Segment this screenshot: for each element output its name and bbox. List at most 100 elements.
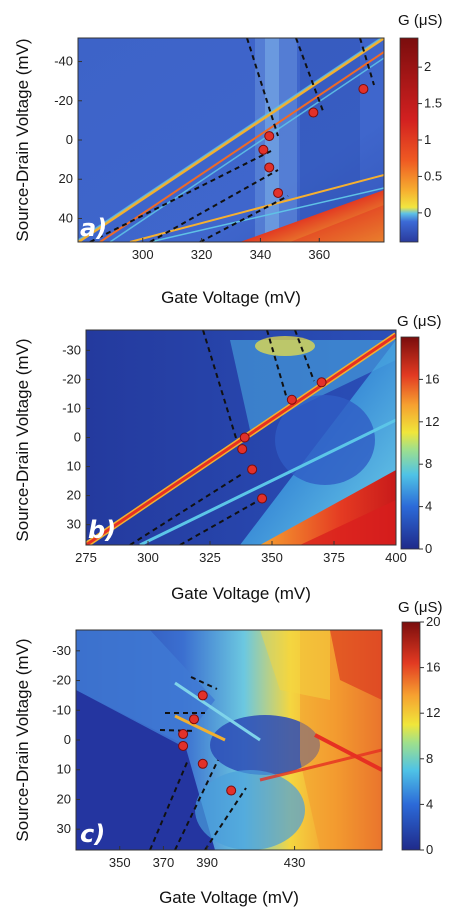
cbar-tick-label-b-3: 4 [425,499,432,514]
cbar-tick-label-c-2: 12 [426,705,440,720]
y-tick-label-c-6: 30 [57,821,71,836]
colorbar-ticks-c: 20 16 12 8 4 0 [420,614,440,857]
cbar-tick-label-a-3: 0.5 [424,168,442,183]
y-ticks-a: -40 -20 0 20 40 [54,54,82,225]
y-axis-label-b: Source-Drain Voltage (mV) [13,338,32,541]
colorbar-title-c: G (μS) [398,599,442,616]
y-tick-label-a-3: 20 [59,171,73,186]
y-axis-label-a: Source-Drain Voltage (mV) [13,38,32,241]
y-tick-label-c-4: 10 [57,762,71,777]
cbar-tick-label-b-0: 16 [425,371,439,386]
heatmap-c [76,630,382,850]
y-tick-label-b-5: 20 [67,488,81,503]
x-tick-label-c-0: 350 [109,855,131,870]
point-c-4 [197,758,208,769]
x-tick-label-c-3: 430 [284,855,306,870]
x-tick-label-a-2: 340 [250,247,272,262]
y-tick-label-c-1: -20 [52,673,71,688]
point-b-2 [247,464,258,475]
points-c [178,690,237,796]
colorbar-ticks-a: 2 1.5 1 0.5 0 [418,59,442,220]
x-tick-label-a-0: 300 [132,247,154,262]
x-ticks-c: 350 370 390 430 [109,846,306,870]
x-tick-label-b-5: 400 [385,550,407,565]
colorbar-c [401,621,421,851]
y-tick-label-a-1: -20 [54,93,73,108]
point-c-1 [189,714,200,725]
cbar-tick-label-b-2: 8 [425,456,432,471]
cbar-tick-label-c-1: 16 [426,660,440,675]
cbar-tick-label-c-5: 0 [426,842,433,857]
point-b-5 [316,377,327,388]
cbar-tick-label-c-3: 8 [426,751,433,766]
y-tick-label-a-2: 0 [66,132,73,147]
y-tick-label-c-3: 0 [64,732,71,747]
x-axis-label-a: Gate Voltage (mV) [161,288,301,307]
x-tick-label-a-3: 360 [308,247,330,262]
point-c-2 [178,729,189,740]
y-tick-label-a-4: 40 [59,210,73,225]
y-tick-label-c-0: -30 [52,643,71,658]
cbar-tick-label-a-2: 1 [424,132,431,147]
point-a-3 [273,187,284,198]
point-a-1 [258,144,269,155]
y-tick-label-b-2: -10 [62,400,81,415]
y-tick-label-b-3: 0 [74,430,81,445]
y-tick-label-b-4: 10 [67,459,81,474]
point-b-3 [257,493,268,504]
x-tick-label-b-0: 275 [75,550,97,565]
point-c-3 [178,740,189,751]
y-axis-label-c: Source-Drain Voltage (mV) [13,638,32,841]
heatmap-b [86,330,396,545]
point-b-4 [286,394,297,405]
x-axis-label-b: Gate Voltage (mV) [171,584,311,603]
y-tick-label-b-6: 30 [67,517,81,532]
panel-label-c: c) [80,820,105,848]
colorbar-ticks-b: 16 12 8 4 0 [419,371,439,556]
y-tick-label-b-1: -20 [62,371,81,386]
cbar-tick-label-a-0: 2 [424,59,431,74]
panel-label-b: b) [88,516,116,544]
x-tick-label-c-2: 390 [196,855,218,870]
y-ticks-b: -30 -20 -10 0 10 20 30 [62,342,90,532]
x-tick-label-b-2: 325 [199,550,221,565]
y-tick-label-a-0: -40 [54,54,73,69]
x-tick-label-a-1: 320 [191,247,213,262]
y-ticks-c: -30 -20 -10 0 10 20 30 [52,643,80,836]
heatmap-a [78,38,384,242]
x-tick-label-b-4: 375 [323,550,345,565]
colorbar-title-a: G (μS) [398,12,442,29]
cbar-tick-label-a-4: 0 [424,205,431,220]
point-a-5 [358,84,369,94]
y-tick-label-c-5: 20 [57,791,71,806]
x-tick-label-c-1: 370 [153,855,175,870]
panel-c: c) 350 370 390 430 -30 -20 -10 0 10 20 30 Gate Vo… [13,599,442,907]
point-a-2 [264,162,275,173]
cbar-tick-label-c-4: 4 [426,796,433,811]
cbar-tick-label-c-0: 20 [426,614,440,629]
cbar-tick-label-b-1: 12 [425,414,439,429]
panel-label-a: a) [80,214,107,242]
panel-b: b) 275 300 325 350 375 400 -30 -20 -10 0 10 20 30 G… [13,313,441,603]
point-b-1 [237,444,248,455]
y-tick-label-b-0: -30 [62,342,81,357]
x-ticks-b: 275 300 325 350 375 400 [75,541,407,565]
colorbar-b [400,336,420,550]
point-b-0 [239,432,250,443]
cbar-tick-label-a-1: 1.5 [424,96,442,111]
x-tick-label-b-3: 350 [261,550,283,565]
point-a-0 [264,131,275,142]
cbar-tick-label-b-4: 0 [425,541,432,556]
points-b [237,377,327,504]
point-a-4 [308,107,319,118]
x-tick-label-b-1: 300 [137,550,159,565]
point-c-0 [197,690,208,701]
point-c-5 [226,785,237,796]
y-tick-label-c-2: -10 [52,702,71,717]
points-a [258,84,369,198]
x-ticks-a: 300 320 340 360 [132,238,330,262]
colorbar-title-b: G (μS) [397,313,441,330]
colorbar-a [399,37,419,243]
